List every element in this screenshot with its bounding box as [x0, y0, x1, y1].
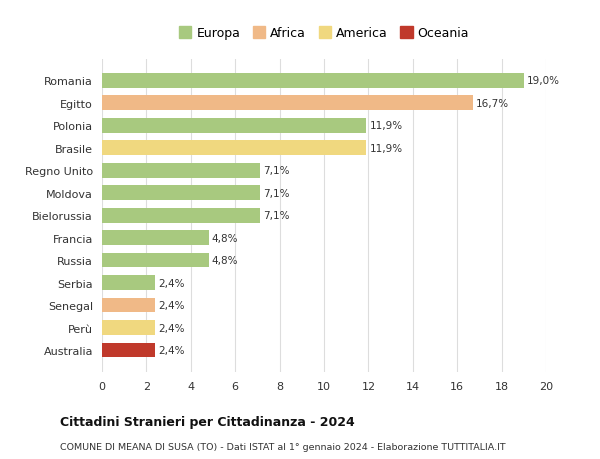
- Text: 7,1%: 7,1%: [263, 166, 289, 176]
- Bar: [102, 298, 155, 313]
- Bar: [102, 141, 366, 156]
- Text: 7,1%: 7,1%: [263, 211, 289, 221]
- Bar: [102, 96, 473, 111]
- Bar: [102, 163, 260, 178]
- Bar: [102, 276, 155, 290]
- Text: 4,8%: 4,8%: [212, 256, 238, 266]
- Bar: [102, 320, 155, 335]
- Text: 7,1%: 7,1%: [263, 188, 289, 198]
- Bar: [102, 343, 155, 358]
- Text: 16,7%: 16,7%: [476, 99, 509, 109]
- Text: 2,4%: 2,4%: [158, 323, 185, 333]
- Text: 2,4%: 2,4%: [158, 345, 185, 355]
- Bar: [102, 208, 260, 223]
- Text: 2,4%: 2,4%: [158, 301, 185, 310]
- Text: 4,8%: 4,8%: [212, 233, 238, 243]
- Bar: [102, 186, 260, 201]
- Text: 11,9%: 11,9%: [370, 121, 403, 131]
- Bar: [102, 74, 524, 89]
- Legend: Europa, Africa, America, Oceania: Europa, Africa, America, Oceania: [174, 22, 474, 45]
- Text: 19,0%: 19,0%: [527, 76, 560, 86]
- Text: 2,4%: 2,4%: [158, 278, 185, 288]
- Bar: [102, 253, 209, 268]
- Text: Cittadini Stranieri per Cittadinanza - 2024: Cittadini Stranieri per Cittadinanza - 2…: [60, 415, 355, 428]
- Bar: [102, 119, 366, 133]
- Text: COMUNE DI MEANA DI SUSA (TO) - Dati ISTAT al 1° gennaio 2024 - Elaborazione TUTT: COMUNE DI MEANA DI SUSA (TO) - Dati ISTA…: [60, 442, 506, 451]
- Text: 11,9%: 11,9%: [370, 144, 403, 153]
- Bar: [102, 231, 209, 246]
